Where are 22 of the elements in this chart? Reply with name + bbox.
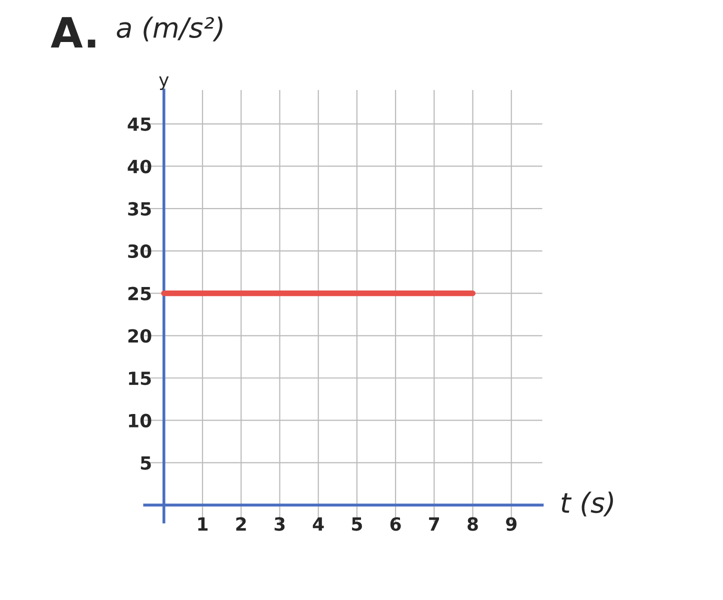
y-tick-label: 15 <box>129 372 151 386</box>
x-tick-label: 3 <box>274 517 285 531</box>
x-axis-title: t (s) <box>562 492 613 516</box>
y-tick-label: 30 <box>128 244 152 258</box>
x-tick-label: 6 <box>390 517 401 531</box>
y-axis-title: a (m/s²) <box>116 16 222 42</box>
x-tick-label: 9 <box>506 517 516 531</box>
y-tick-label: 25 <box>128 286 151 300</box>
x-tick-label: 1 <box>198 517 208 531</box>
x-tick-label: 2 <box>236 517 246 531</box>
x-tick-label: 8 <box>468 517 478 531</box>
y-tick-label: 10 <box>129 414 152 428</box>
y-tick-label: 5 <box>140 456 151 470</box>
y-tick-label: 35 <box>128 202 151 216</box>
y-tick-label: 40 <box>128 160 152 174</box>
x-tick-label: 7 <box>429 517 439 531</box>
x-tick-label: 4 <box>312 517 324 531</box>
chart-title: A. <box>50 17 96 48</box>
y-tick-label: 20 <box>128 329 152 343</box>
annotation: y <box>159 76 169 90</box>
y-tick-label: 45 <box>128 118 151 131</box>
x-tick-label: 5 <box>352 517 362 531</box>
